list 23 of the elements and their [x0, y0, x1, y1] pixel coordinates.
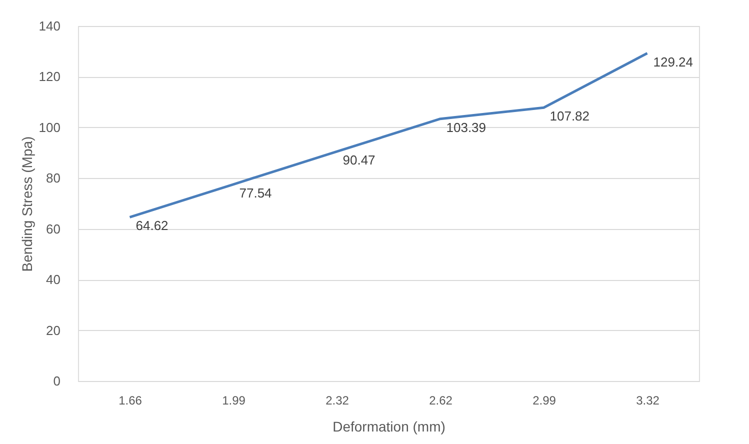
x-tick-label: 2.62 [429, 394, 453, 408]
x-tick-label: 2.99 [532, 394, 556, 408]
data-label: 64.62 [136, 218, 168, 234]
y-axis-title: Bending Stress (Mpa) [18, 136, 35, 272]
x-tick-label: 2.32 [326, 394, 350, 408]
data-label: 90.47 [342, 152, 376, 168]
data-label: 129.24 [653, 54, 694, 70]
data-label: 107.82 [550, 108, 590, 124]
y-tick-label: 20 [46, 322, 60, 338]
x-axis-title: Deformation (mm) [332, 418, 446, 434]
y-tick-label: 120 [38, 69, 60, 84]
x-tick-label: 1.99 [222, 394, 246, 408]
y-tick-label: 100 [38, 120, 60, 135]
data-label: 103.39 [446, 120, 486, 135]
x-tick-label: 1.66 [118, 394, 142, 408]
x-tick-label: 3.32 [636, 394, 660, 408]
y-tick-label: 140 [38, 18, 60, 34]
y-tick-label: 80 [46, 170, 60, 186]
y-tick-label: 0 [53, 374, 60, 388]
data-label: 77.54 [239, 185, 272, 200]
y-tick-label: 40 [46, 272, 60, 288]
y-tick-label: 60 [46, 221, 60, 236]
line-series [128, 52, 648, 218]
